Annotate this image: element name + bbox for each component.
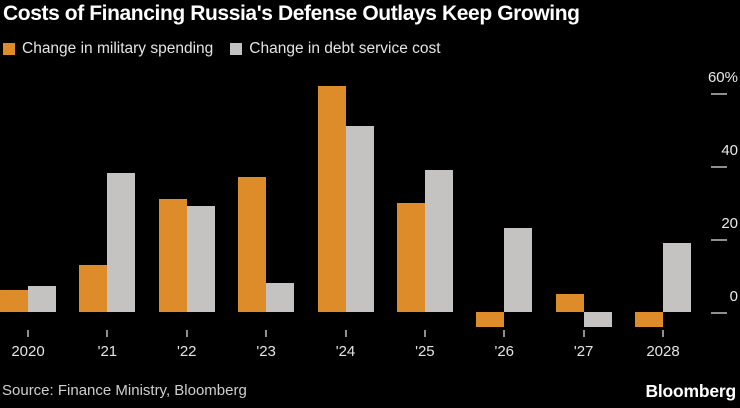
x-axis-label-2021: '21: [97, 343, 118, 360]
bar-military-spending-2021: [79, 264, 108, 312]
legend-label-military-spending: Change in military spending: [22, 40, 214, 57]
x-axis-label-2020: 2020: [11, 343, 45, 360]
x-axis-label-2027: '27: [573, 343, 594, 360]
legend-swatch-debt-service: [230, 43, 243, 55]
bar-debt-service-cost-2025: [424, 169, 453, 312]
bar-debt-service-cost-2021: [107, 173, 136, 312]
bar-debt-service-cost-2024: [345, 125, 374, 312]
legend-item-military-spending: Change in military spending: [3, 40, 213, 58]
y-axis-label-40: 40: [721, 142, 738, 159]
x-axis-label-2025: '25: [415, 343, 435, 360]
bar-debt-service-cost-2027: [583, 312, 612, 327]
x-axis-tick-2026: [503, 330, 506, 337]
x-axis-tick-2025: [423, 330, 426, 337]
bar-military-spending-2020: [0, 290, 28, 312]
bar-military-spending-2024: [317, 85, 346, 312]
bar-debt-service-cost-2022: [186, 206, 215, 312]
bloomberg-logo: Bloomberg: [645, 381, 736, 401]
bar-military-spending-2022: [158, 198, 187, 312]
legend-item-debt-service: Change in debt service cost: [230, 40, 441, 58]
bar-military-spending-2028: [635, 312, 663, 327]
y-axis-tick-20: [711, 239, 727, 241]
y-axis-tick-40: [711, 166, 727, 168]
x-axis-tick-2022: [185, 330, 188, 337]
y-axis-label-0: 0: [729, 288, 738, 305]
x-axis-tick-2021: [106, 330, 109, 337]
bar-debt-service-cost-2026: [504, 228, 533, 312]
x-axis-tick-2020: [27, 330, 29, 337]
x-axis-tick-2028: [662, 330, 664, 337]
y-axis-tick-0: [711, 312, 727, 314]
bar-debt-service-cost-2020: [28, 286, 56, 312]
x-axis-tick-2027: [582, 330, 585, 337]
bar-debt-service-cost-2028: [663, 242, 691, 312]
y-axis-label-20: 20: [721, 215, 738, 232]
legend-swatch-military-spending: [3, 43, 15, 55]
x-axis-label-2026: '26: [494, 343, 515, 360]
source-note: Source: Finance Ministry, Bloomberg: [2, 382, 247, 399]
x-axis-label-2022: '22: [176, 343, 197, 360]
y-axis-tick-60: [711, 93, 727, 95]
bar-military-spending-2027: [555, 293, 584, 312]
x-axis-label-2028: 2028: [646, 343, 680, 360]
x-axis-label-2024: '24: [335, 343, 356, 360]
y-axis-label-60: 60%: [707, 69, 738, 86]
bar-military-spending-2025: [396, 202, 425, 312]
bar-debt-service-cost-2023: [266, 282, 295, 312]
legend: Change in military spending Change in de…: [3, 40, 441, 58]
x-axis-label-2023: '23: [256, 343, 276, 360]
chart-title: Costs of Financing Russia's Defense Outl…: [3, 2, 580, 25]
x-axis-tick-2024: [344, 330, 347, 337]
bar-military-spending-2026: [476, 312, 505, 327]
bar-military-spending-2023: [238, 176, 267, 312]
legend-label-debt-service: Change in debt service cost: [249, 40, 441, 57]
x-axis-tick-2023: [265, 330, 268, 337]
